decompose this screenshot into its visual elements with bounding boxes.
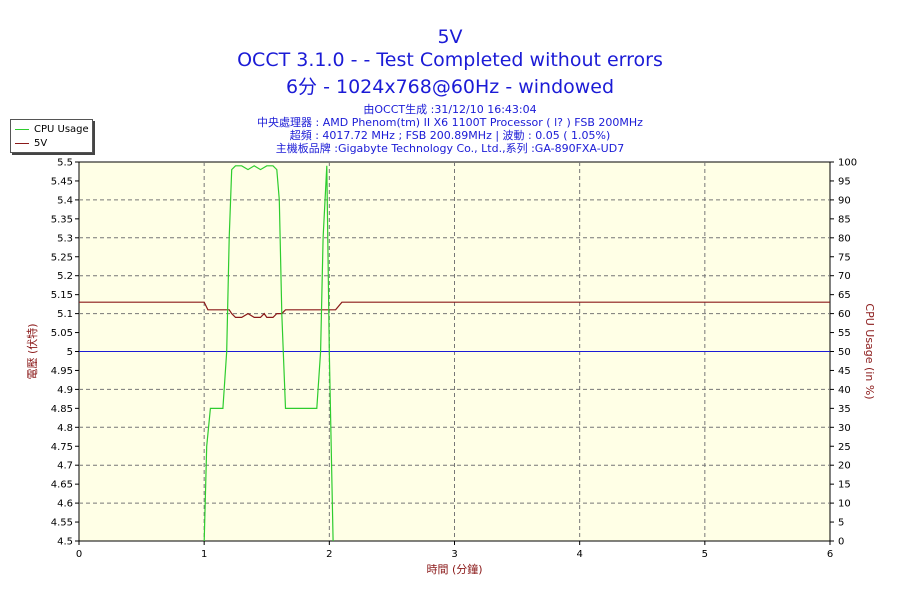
y2-tick-label: 40	[838, 385, 851, 396]
x-tick-label: 2	[326, 549, 332, 560]
info-motherboard: 主機板品牌 :Gigabyte Technology Co., Ltd.,系列 …	[275, 142, 625, 155]
y2-tick-label: 85	[838, 214, 851, 225]
legend-label-5v: 5V	[34, 137, 48, 149]
y2-tick-label: 90	[838, 195, 851, 206]
y-tick-label: 5.15	[51, 290, 73, 301]
y2-tick-label: 55	[838, 328, 851, 339]
y2-tick-label: 20	[838, 461, 851, 472]
y2-tick-label: 5	[838, 518, 844, 529]
y2-tick-label: 80	[838, 233, 851, 244]
y2-tick-label: 60	[838, 309, 851, 320]
legend-swatch-cpu-usage	[15, 128, 29, 130]
x-axis-label: 時間 (分鐘)	[426, 562, 482, 576]
y-tick-label: 5.35	[51, 214, 73, 225]
y-tick-label: 5.45	[51, 176, 73, 187]
y-tick-label: 4.65	[51, 480, 73, 491]
x-tick-label: 4	[576, 549, 582, 560]
y-tick-label: 4.7	[57, 461, 73, 472]
y-tick-label: 5	[67, 347, 73, 358]
info-clock: 超頻 : 4017.72 MHz ; FSB 200.89MHz | 波動 : …	[289, 129, 611, 142]
y2-tick-label: 25	[838, 442, 851, 453]
y-tick-label: 4.9	[57, 385, 73, 396]
y-tick-label: 4.6	[57, 499, 73, 510]
y2-tick-label: 45	[838, 366, 851, 377]
y-tick-label: 4.75	[51, 442, 73, 453]
y2-tick-label: 50	[838, 347, 851, 358]
y-tick-label: 5.05	[51, 328, 73, 339]
y-tick-label: 4.85	[51, 404, 73, 415]
y-tick-label: 4.95	[51, 366, 73, 377]
x-tick-label: 0	[76, 549, 82, 560]
y-tick-label: 5.2	[57, 271, 73, 282]
legend-item-5v: 5V	[15, 136, 47, 150]
y2-axis-label: CPU Usage (in %)	[863, 303, 876, 399]
x-tick-label: 6	[827, 549, 833, 560]
x-tick-label: 3	[451, 549, 457, 560]
x-tick-label: 1	[201, 549, 207, 560]
chart-subtitle-duration: 6分 - 1024x768@60Hz - windowed	[285, 76, 615, 98]
y2-tick-label: 30	[838, 423, 851, 434]
y2-tick-label: 100	[838, 158, 857, 169]
legend-item-cpu-usage: CPU Usage	[15, 122, 89, 136]
chart-legend: CPU Usage 5V	[10, 119, 93, 153]
y-tick-label: 4.5	[57, 537, 73, 548]
y2-tick-label: 65	[838, 290, 851, 301]
y-tick-label: 5.4	[57, 195, 73, 206]
y2-tick-label: 10	[838, 499, 851, 510]
chart-title: 5V	[437, 26, 463, 48]
y-tick-label: 4.8	[57, 423, 73, 434]
y2-tick-label: 15	[838, 480, 851, 491]
y2-tick-label: 95	[838, 176, 851, 187]
y2-tick-label: 70	[838, 271, 851, 282]
y-tick-label: 4.55	[51, 518, 73, 529]
y2-tick-label: 35	[838, 404, 851, 415]
chart-subtitle-status: OCCT 3.1.0 - - Test Completed without er…	[237, 49, 663, 71]
y-tick-label: 5.1	[57, 309, 73, 320]
y-tick-label: 5.5	[57, 158, 73, 169]
legend-swatch-5v	[15, 142, 29, 144]
legend-label-cpu-usage: CPU Usage	[34, 123, 89, 135]
info-generated: 由OCCT生成 :31/12/10 16:43:04	[363, 103, 537, 116]
series-line-cpu-usage	[203, 165, 334, 542]
info-cpu: 中央處理器 : AMD Phenom(tm) II X6 1100T Proce…	[257, 116, 643, 129]
y-tick-label: 5.25	[51, 252, 73, 263]
y-tick-label: 5.3	[57, 233, 73, 244]
y2-tick-label: 0	[838, 537, 844, 548]
y-axis-label: 電壓 (伏特)	[25, 323, 39, 379]
y2-tick-label: 75	[838, 252, 851, 263]
x-tick-label: 5	[702, 549, 708, 560]
